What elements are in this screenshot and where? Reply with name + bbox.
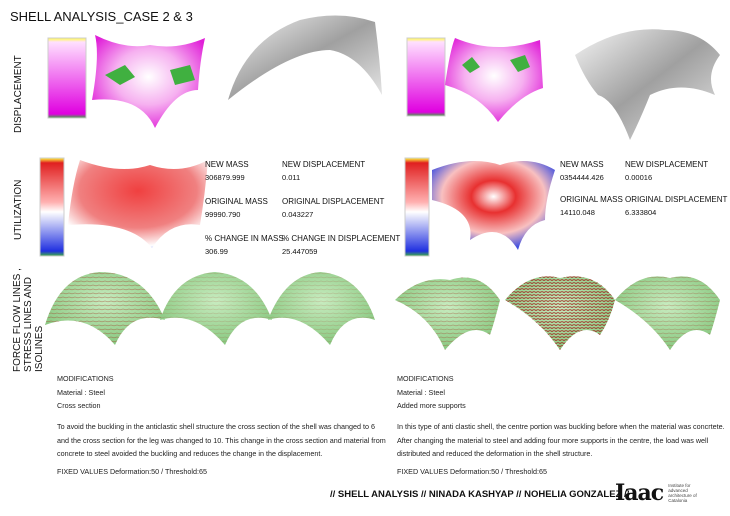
value: 0354444.426 — [560, 173, 604, 182]
case3-new-displacement: NEW DISPLACEMENT 0.00016 — [625, 158, 708, 184]
label: NEW MASS — [560, 160, 604, 169]
modification-item: Added more supports — [397, 401, 466, 410]
footer-credits: // SHELL ANALYSIS // NINADA KASHYAP // N… — [330, 489, 630, 500]
label: NEW DISPLACEMENT — [282, 160, 366, 169]
case3-description: In this type of anti clastic shell, the … — [397, 422, 725, 458]
case2-new-mass: NEW MASS 306879.999 — [205, 158, 249, 184]
shell-deformed-case2 — [228, 15, 382, 101]
modification-item: Material : Steel — [57, 387, 105, 397]
case3-original-displacement: ORIGINAL DISPLACEMENT 6.333804 — [625, 193, 727, 219]
case2-fixed-values: FIXED VALUES Deformation:50 / Threshold:… — [57, 467, 207, 476]
modifications-heading: MODIFICATIONS — [397, 374, 454, 383]
label: % CHANGE IN DISPLACEMENT — [282, 234, 401, 243]
value: 99990.790 — [205, 210, 241, 219]
label: ORIGINAL MASS — [560, 195, 623, 204]
label: ORIGINAL DISPLACEMENT — [625, 195, 728, 204]
modification-item: Material : Steel — [397, 387, 445, 397]
label: ORIGINAL MASS — [205, 197, 268, 206]
shell-utilization-case2 — [68, 160, 208, 248]
value: 25.447059 — [282, 247, 318, 256]
case2-new-displacement: NEW DISPLACEMENT 0.011 — [282, 158, 365, 184]
case2-original-displacement: ORIGINAL DISPLACEMENT 0.043227 — [282, 195, 384, 221]
label: NEW DISPLACEMENT — [625, 160, 709, 169]
value: 0.043227 — [282, 210, 314, 219]
shell-displacement-case2 — [92, 35, 205, 128]
case3-new-mass: NEW MASS 0354444.426 — [560, 158, 604, 184]
page-title: SHELL ANALYSIS_CASE 2 & 3 — [10, 9, 193, 24]
case2-description: To avoid the buckling in the anticlastic… — [57, 422, 386, 458]
displacement-legend-case3 — [406, 37, 446, 117]
case3-original-mass: ORIGINAL MASS 14110.048 — [560, 193, 623, 219]
label: NEW MASS — [205, 160, 249, 169]
case3-fixed-values: FIXED VALUES Deformation:50 / Threshold:… — [397, 467, 547, 476]
case2-change-displacement: % CHANGE IN DISPLACEMENT 25.447059 — [282, 232, 400, 258]
value: 6.333804 — [625, 208, 657, 217]
utilization-legend-case3 — [404, 157, 430, 257]
value: 0.00016 — [625, 173, 653, 182]
case2-change-mass: % CHANGE IN MASS 306.99 — [205, 232, 284, 258]
utilization-legend — [39, 157, 65, 257]
force-flow-shells — [45, 272, 720, 350]
case3-modifications: MODIFICATIONS Material : Steel Added mor… — [397, 372, 697, 413]
case2-modifications: MODIFICATIONS Material : Steel Cross sec… — [57, 372, 357, 413]
value: 0.011 — [282, 173, 301, 182]
label: % CHANGE IN MASS — [205, 234, 284, 243]
logo-tagline: Institute for advanced architecture of C… — [668, 483, 697, 503]
value: 306879.999 — [205, 173, 245, 182]
label: ORIGINAL DISPLACEMENT — [282, 197, 385, 206]
modification-item: Cross section — [57, 401, 101, 410]
iaac-logo: Iaac Institute for advanced architecture… — [615, 480, 708, 506]
shell-utilization-case3 — [432, 161, 555, 250]
logo-mark: Iaac — [615, 480, 664, 506]
shell-displacement-case3 — [445, 38, 543, 122]
case2-original-mass: ORIGINAL MASS 99990.790 — [205, 195, 268, 221]
displacement-legend — [47, 37, 87, 119]
value: 306.99 — [205, 247, 228, 256]
modifications-heading: MODIFICATIONS — [57, 374, 114, 383]
shell-deformed-case3 — [575, 29, 720, 140]
value: 14110.048 — [560, 208, 595, 217]
